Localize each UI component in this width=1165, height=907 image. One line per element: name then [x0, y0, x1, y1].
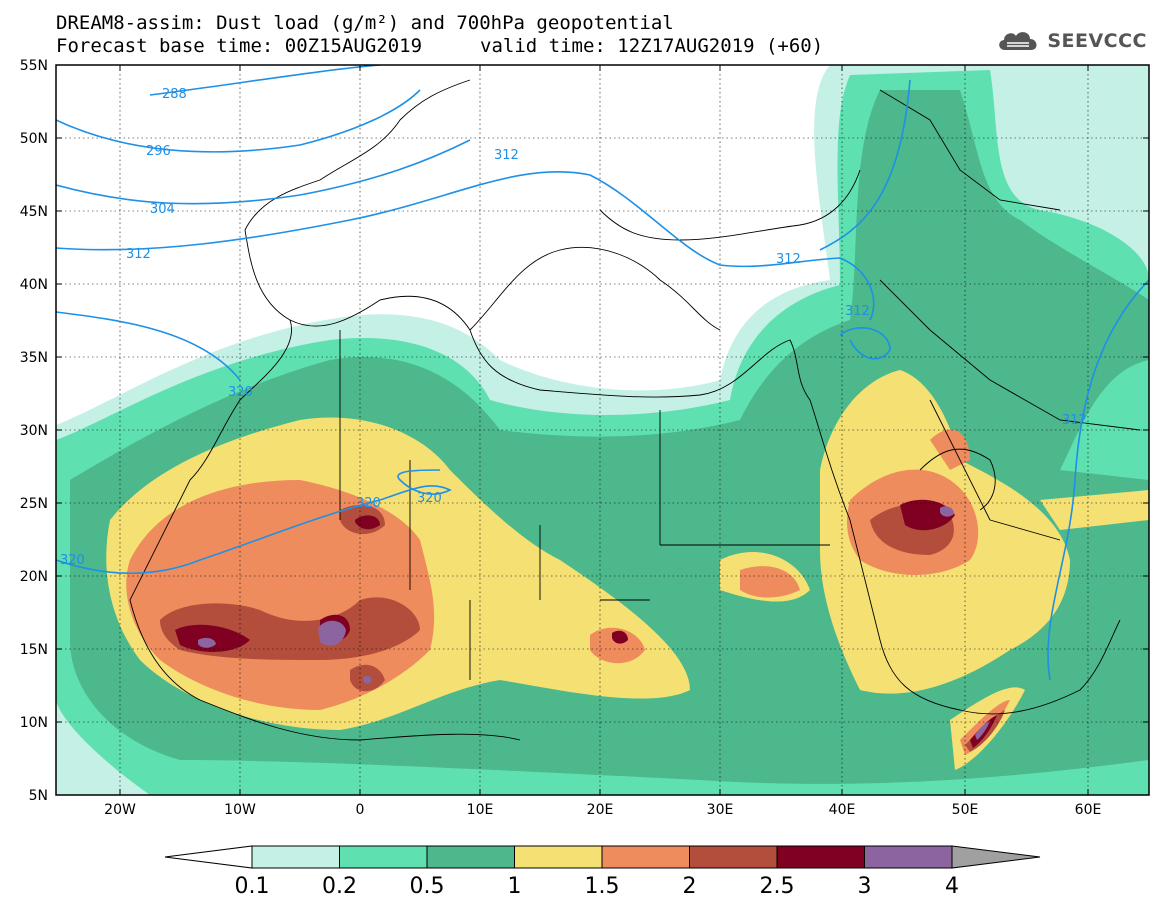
- colorbar-label: 2.5: [760, 874, 795, 899]
- coastlines: [129, 79, 1141, 741]
- contour-label-312: 312: [494, 148, 519, 163]
- contour-label-312: 312: [126, 247, 151, 262]
- lat-label: 10N: [20, 715, 48, 731]
- graticule: [56, 65, 1149, 795]
- colorbar-label: 3: [858, 874, 872, 899]
- contour-label-304: 304: [150, 202, 175, 217]
- lon-label: 10E: [467, 802, 494, 818]
- lat-label: 30N: [20, 423, 48, 439]
- lon-label: 60E: [1075, 802, 1102, 818]
- cloud-icon: [999, 32, 1037, 50]
- colorbar-swatch: [339, 845, 428, 869]
- colorbar-label: 0.5: [410, 874, 445, 899]
- colorbar-label: 1.5: [585, 874, 620, 899]
- lat-label: 40N: [20, 277, 48, 293]
- lat-label: 45N: [20, 204, 48, 220]
- contour-label-288: 288: [162, 87, 187, 102]
- contour-label-312: 312: [1062, 413, 1087, 428]
- contour-label-320: 320: [417, 491, 442, 506]
- colorbar-label: 4: [945, 874, 959, 899]
- geopotential-contours: [56, 65, 1149, 681]
- colorbar-label: 0.1: [235, 874, 270, 899]
- map-plot-area: 288 296 304 312 312 312 312 312 320 320 …: [56, 65, 1149, 795]
- dust-field: [56, 65, 1149, 795]
- lon-label: 0: [356, 802, 365, 818]
- colorbar-label: 2: [683, 874, 697, 899]
- contour-label-320: 320: [356, 496, 381, 511]
- colorbar-swatch: [426, 845, 515, 869]
- forecast-base-time: Forecast base time: 00Z15AUG2019: [56, 35, 423, 57]
- lat-label: 35N: [20, 350, 48, 366]
- lat-ticks: [56, 64, 1149, 796]
- contour-labels: 288 296 304 312 312 312 312 312 320 320 …: [60, 87, 1087, 568]
- colorbar-swatch: [689, 845, 778, 869]
- colorbar-swatch: [514, 845, 603, 869]
- lon-label: 30E: [707, 802, 734, 818]
- lon-label: 50E: [952, 802, 979, 818]
- lat-label: 25N: [20, 496, 48, 512]
- lat-labels: 55N 50N 45N 40N 35N 30N 25N 20N 15N 10N …: [20, 58, 48, 804]
- seevccc-logo: SEEVCCC: [995, 26, 1147, 56]
- colorbar: 0.1 0.2 0.5 1 1.5 2 2.5 3 4: [164, 845, 1041, 899]
- lat-label: 20N: [20, 569, 48, 585]
- lon-label: 20E: [587, 802, 614, 818]
- colorbar-label: 1: [508, 874, 522, 899]
- valid-time: valid time: 12Z17AUG2019 (+60): [480, 35, 824, 57]
- colorbar-under-arrow: [164, 845, 253, 869]
- lat-label: 50N: [20, 131, 48, 147]
- lon-label: 10W: [224, 802, 256, 818]
- contour-label-296: 296: [146, 144, 171, 159]
- lon-ticks: [119, 65, 1089, 795]
- colorbar-label: 0.2: [322, 874, 357, 899]
- lat-label: 15N: [20, 642, 48, 658]
- lat-label: 5N: [29, 788, 48, 804]
- contour-label-320: 320: [60, 553, 85, 568]
- contour-label-312: 312: [845, 304, 870, 319]
- colorbar-over-arrow: [951, 845, 1041, 869]
- lon-labels: 20W 10W 0 10E 20E 30E 40E 50E 60E: [104, 802, 1101, 818]
- map-title: DREAM8-assim: Dust load (g/m²) and 700hP…: [56, 12, 674, 34]
- logo-text: SEEVCCC: [1047, 30, 1147, 52]
- lon-label: 20W: [104, 802, 136, 818]
- colorbar-swatch: [776, 845, 865, 869]
- dust-band-2: [160, 504, 1005, 752]
- contour-label-312: 312: [776, 252, 801, 267]
- lat-label: 55N: [20, 58, 48, 74]
- colorbar-swatch: [251, 845, 340, 869]
- lon-label: 40E: [829, 802, 856, 818]
- colorbar-swatch: [601, 845, 690, 869]
- colorbar-swatch: [864, 845, 953, 869]
- contour-label-320: 320: [228, 385, 253, 400]
